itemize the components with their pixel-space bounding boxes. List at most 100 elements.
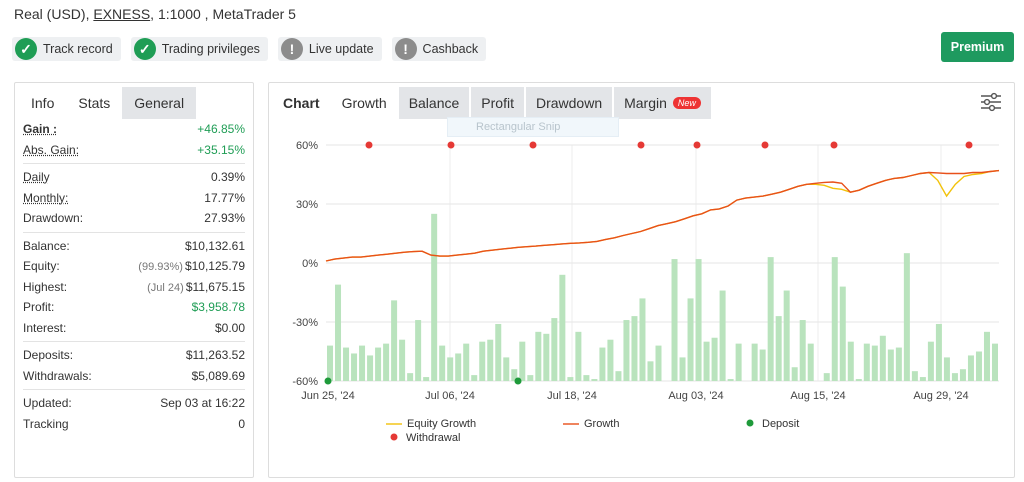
daily-bar [383,343,390,381]
daily-bar [935,323,942,381]
badge-label: Trading privileges [161,42,260,56]
daily-bar [679,357,686,381]
y-tick-label: -60% [292,376,318,388]
withdrawal-marker [529,141,537,149]
monthly-label[interactable]: Monthly: [23,190,69,205]
tab-growth[interactable]: Growth [331,87,397,119]
daily-bar [727,379,734,381]
balance-value: $10,132.61 [184,238,245,253]
stats-tabs: Info Stats General [15,83,253,119]
daily-bar [415,320,422,381]
daily-bar [327,345,334,381]
tracking-label: Tracking [23,416,69,431]
abs-gain-label[interactable]: Abs. Gain: [23,142,80,157]
growth-line [325,169,1000,262]
tab-info[interactable]: Info [19,87,67,119]
withdrawal-marker [830,141,838,149]
legend-swatch-withdrawal [390,433,398,441]
daily-value: 0.39% [210,170,245,185]
drawdown-value: 27.93% [204,211,245,226]
daily-bar [487,339,494,381]
profit-label: Profit: [23,300,55,315]
chart-tabs: Chart Growth Balance Profit Drawdown Mar… [269,83,1014,119]
interest-value: $0.00 [214,320,245,335]
daily-bar [335,284,342,381]
daily-bar [895,347,902,381]
check-icon: ✓ [133,38,156,60]
gain-label[interactable]: Gain : [23,122,58,137]
tab-chart[interactable]: Chart [273,87,330,119]
account-type: Real (USD), [14,6,90,22]
daily-bar [863,343,870,381]
daily-bar [351,353,358,381]
tab-profit[interactable]: Profit [471,87,524,119]
daily-bar [975,351,982,381]
exclamation-icon: ! [394,38,417,60]
gain-value: +46.85% [197,122,245,137]
y-tick-label: -30% [292,317,318,329]
x-tick-label: Jul 18, '24 [547,390,597,402]
highest-value: $11,675.15 [185,279,245,294]
tab-margin-label: Margin [624,95,667,111]
equity-percent: (99.93%) [138,261,183,274]
daily-bar [823,373,830,381]
updated-label: Updated: [23,396,72,411]
badge-label: Live update [308,42,374,56]
daily-bar [439,345,446,381]
updated-value: Sep 03 at 16:22 [160,396,245,411]
daily-bar [919,377,926,381]
tab-balance[interactable]: Balance [398,87,470,119]
premium-button[interactable]: Premium [941,32,1014,62]
daily-bar [879,335,886,381]
daily-bar [343,347,350,381]
daily-bar [391,300,398,381]
legend-swatch-deposit [746,419,754,427]
snip-tooltip-ghost: Rectangular Snip [447,117,619,137]
drawdown-label: Drawdown: [23,211,84,226]
daily-bar [831,257,838,381]
equity-growth-line [325,169,1000,262]
tab-general[interactable]: General [122,87,197,119]
daily-bar [927,341,934,381]
daily-bar [943,357,950,381]
daily-bar [703,341,710,381]
legend-label-equity: Equity Growth [407,418,476,430]
badge-track-record[interactable]: ✓ Track record [12,37,121,61]
new-badge: New [672,97,701,109]
daily-bar [911,371,918,381]
profit-value: $3,958.78 [191,300,245,315]
daily-bar [775,316,782,381]
daily-bar [447,357,454,381]
daily-bar [711,337,718,381]
badge-live-update[interactable]: ! Live update [277,37,382,61]
daily-bar [807,343,814,381]
deposits-label: Deposits: [23,348,74,363]
daily-bar [671,259,678,381]
daily-bar [519,341,526,381]
badge-trading-privileges[interactable]: ✓ Trading privileges [130,37,268,61]
daily-bar [967,355,974,381]
badge-cashback[interactable]: ! Cashback [391,37,487,61]
daily-bar [495,323,502,381]
account-summary: Real (USD), EXNESS, 1:1000 , MetaTrader … [14,6,296,22]
daily-bar [647,361,654,381]
x-tick-label: Aug 15, '24 [790,390,845,402]
withdrawals-value: $5,089.69 [191,368,245,383]
withdrawal-marker [693,141,701,149]
tab-margin[interactable]: Margin New [614,87,711,119]
chart-panel: Chart Growth Balance Profit Drawdown Mar… [268,82,1015,478]
tab-drawdown[interactable]: Drawdown [525,87,613,119]
daily-bar [695,259,702,381]
verification-badges: ✓ Track record ✓ Trading privileges ! Live … [12,37,487,61]
tab-stats[interactable]: Stats [66,87,123,119]
withdrawals-label: Withdrawals: [23,368,92,383]
daily-bar [583,375,590,381]
daily-bar [559,274,566,381]
chart-settings-icon[interactable] [980,92,1002,112]
daily-bar [719,290,726,381]
daily-label[interactable]: Daily [23,170,50,185]
highest-date: (Jul 24) [147,281,184,294]
daily-bar [375,347,382,381]
daily-bar [751,343,758,381]
broker-link[interactable]: EXNESS [93,6,151,22]
